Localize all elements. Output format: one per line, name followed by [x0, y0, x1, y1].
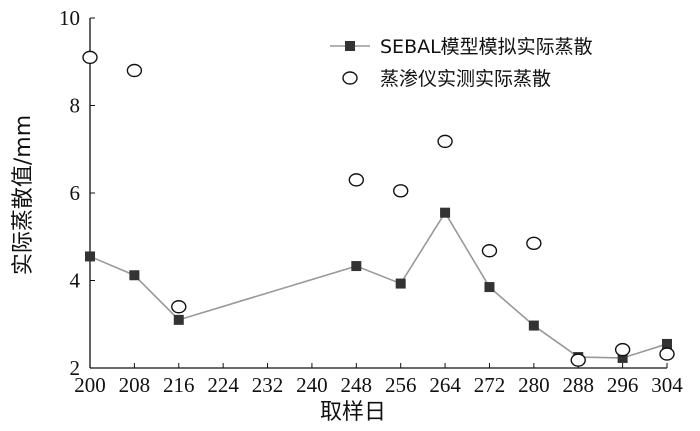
x-tick-label: 280 — [518, 373, 550, 397]
y-tick-label: 10 — [59, 6, 80, 30]
series-2 — [82, 50, 675, 367]
data-point-circle — [392, 184, 409, 198]
data-point-circle — [348, 173, 365, 187]
legend-marker-circle — [342, 71, 358, 85]
x-tick-label: 256 — [385, 373, 417, 397]
data-point-circle — [526, 236, 542, 251]
x-tick-label: 216 — [163, 373, 195, 397]
ticks: 200 208 216 224 232 240 248 256 264 272 280 288 296 3… — [59, 6, 683, 397]
series-1 — [85, 207, 672, 363]
data-point-square — [173, 314, 184, 325]
data-point-square — [129, 270, 140, 281]
y-tick-label: 8 — [70, 94, 81, 118]
legend-marker-square — [345, 41, 355, 51]
y-tick-label: 6 — [70, 181, 81, 205]
y-tick-label: 4 — [70, 269, 81, 293]
data-point-circle — [570, 353, 586, 367]
data-point-circle — [82, 50, 98, 65]
data-point-square — [484, 282, 495, 293]
x-tick-label: 272 — [474, 373, 506, 397]
y-axis-label: 实际蒸散值/mm — [11, 115, 36, 275]
data-point-square — [351, 261, 362, 272]
x-tick-label: 232 — [252, 373, 284, 397]
legend-item-1: SEBAL模型模拟实际蒸散 — [330, 36, 593, 58]
data-point-circle — [437, 134, 453, 149]
data-point-square — [395, 278, 406, 289]
x-tick-label: 240 — [296, 373, 328, 397]
data-point-circle — [171, 300, 187, 314]
data-point-circle — [659, 347, 675, 361]
data-point-circle — [481, 244, 498, 258]
x-tick-label: 288 — [562, 373, 594, 397]
series-layer — [82, 50, 675, 367]
y-tick-label: 2 — [70, 356, 81, 380]
data-point-square — [85, 251, 95, 262]
legend-label: 蒸渗仪实测实际蒸散 — [380, 68, 551, 90]
series-line — [89, 211, 668, 359]
x-tick-label: 208 — [119, 373, 151, 397]
x-tick-label: 248 — [341, 373, 373, 397]
x-tick-label: 264 — [429, 373, 461, 397]
data-point-circle — [614, 342, 631, 357]
x-tick-label: 224 — [207, 373, 239, 397]
legend-item-2: 蒸渗仪实测实际蒸散 — [342, 68, 551, 90]
legend-label: SEBAL模型模拟实际蒸散 — [380, 36, 593, 58]
data-point-square — [662, 338, 672, 349]
data-point-circle — [126, 63, 143, 78]
x-axis-label: 取样日 — [320, 400, 386, 425]
x-tick-label: 200 — [74, 373, 106, 397]
data-point-square — [528, 320, 539, 331]
x-tick-label: 296 — [607, 373, 639, 397]
x-tick-label: 304 — [651, 373, 683, 397]
data-point-square — [617, 352, 628, 363]
data-point-square — [440, 207, 451, 218]
